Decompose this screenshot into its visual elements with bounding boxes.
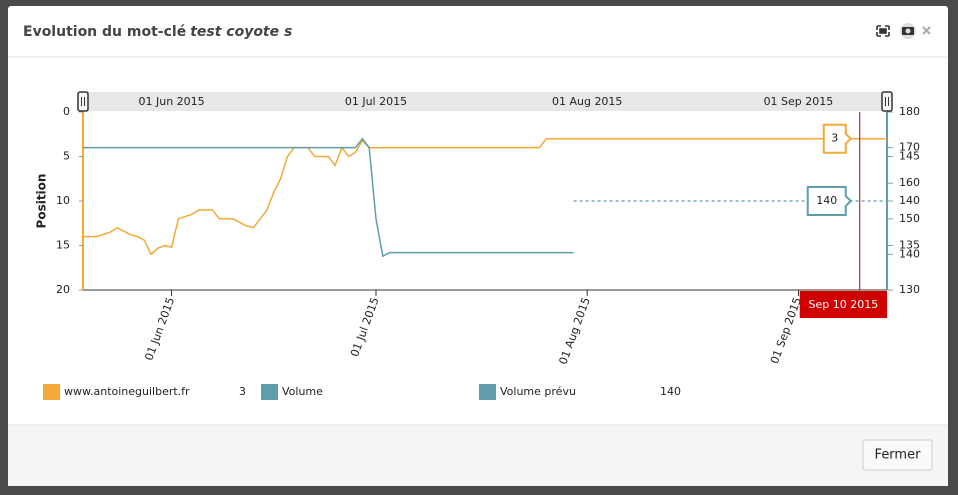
navigator-date-label: 01 Jun 2015: [138, 95, 204, 108]
y-tick-label: 0: [63, 105, 70, 118]
keyword: test coyote s: [190, 24, 292, 40]
legend-label: Volume prévu: [500, 385, 576, 398]
navigator[interactable]: [83, 92, 887, 111]
legend-swatch: [479, 384, 496, 400]
title-text: Evolution du mot-clé: [23, 24, 186, 40]
navigator-date-label: 01 Jul 2015: [345, 95, 407, 108]
close-button-label[interactable]: Fermer: [875, 448, 922, 463]
y2-tick-label: 130: [899, 283, 920, 296]
series-line: [83, 137, 574, 257]
close-button[interactable]: [862, 439, 933, 471]
y-tick-label: 15: [56, 239, 70, 252]
cursor-callout-value: 3: [831, 132, 838, 145]
navigator-handle[interactable]: [881, 91, 893, 112]
close-icon[interactable]: [922, 26, 931, 35]
y2-tick-label: 160: [899, 176, 920, 189]
dialog-title: Evolution du mot-clé test coyote s: [23, 24, 292, 40]
handle-grip: [81, 97, 85, 106]
navigator-handle[interactable]: [77, 91, 89, 112]
y2-tick-label: 170: [899, 141, 920, 154]
y3-tick-label: 135: [899, 239, 920, 252]
legend-swatch: [43, 384, 60, 400]
legend-label: Volume: [282, 385, 323, 398]
navigator-date-label: 01 Aug 2015: [552, 95, 622, 108]
cursor-label: Sep 10 2015: [809, 298, 879, 311]
fullscreen-icon[interactable]: [876, 25, 890, 37]
y-tick-label: 20: [56, 283, 70, 296]
y-axis-title: Position: [35, 174, 49, 229]
footer: [8, 425, 948, 486]
series-line: [83, 137, 887, 256]
legend-label: www.antoineguilbert.fr: [64, 385, 190, 398]
handle-grip: [885, 97, 889, 106]
legend-value: 140: [660, 385, 681, 398]
y3-tick-label: 140: [899, 194, 920, 207]
y-tick-label: 5: [63, 150, 70, 163]
legend-value: 3: [239, 385, 246, 398]
navigator-date-label: 01 Sep 2015: [764, 95, 834, 108]
legend-swatch: [261, 384, 278, 400]
cursor-callout: [806, 186, 853, 216]
y2-tick-label: 180: [899, 105, 920, 118]
y2-tick-label: 150: [899, 212, 920, 225]
y3-tick-label: 145: [899, 150, 920, 163]
camera-icon[interactable]: [900, 23, 916, 39]
y-tick-label: 10: [56, 194, 70, 207]
y2-tick-label: 140: [899, 247, 920, 260]
cursor-callout: [822, 123, 853, 154]
modal: [8, 6, 948, 486]
cursor-callout-value: 140: [816, 194, 837, 207]
cursor-label-box: [799, 291, 887, 318]
